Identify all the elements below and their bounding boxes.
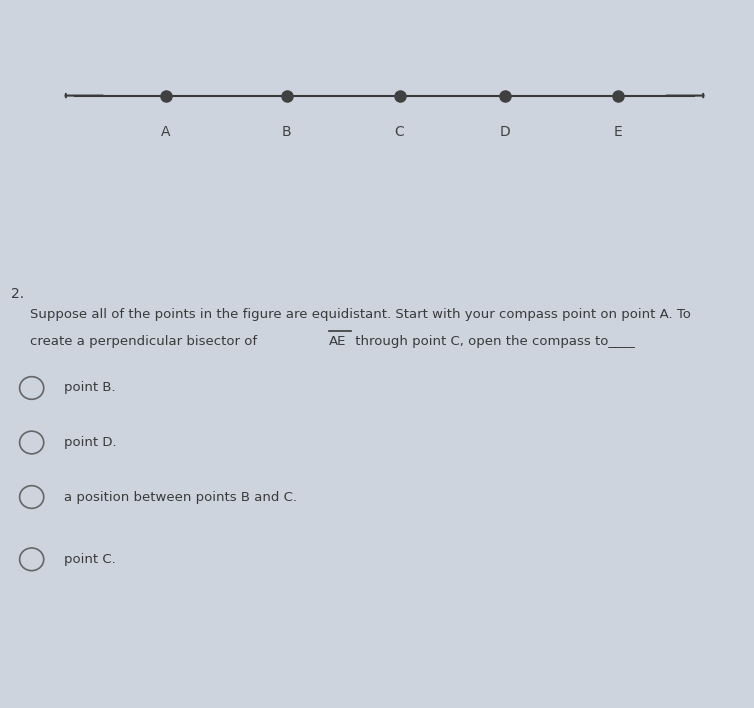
Text: create a perpendicular bisector of: create a perpendicular bisector of: [30, 335, 262, 348]
Text: Suppose all of the points in the figure are equidistant. Start with your compass: Suppose all of the points in the figure …: [30, 308, 691, 321]
Text: point D.: point D.: [64, 436, 117, 449]
Text: A: A: [161, 125, 170, 139]
Text: through point C, open the compass to____: through point C, open the compass to____: [351, 335, 635, 348]
Text: D: D: [500, 125, 510, 139]
Text: E: E: [614, 125, 623, 139]
Text: point C.: point C.: [64, 553, 116, 566]
Text: C: C: [395, 125, 404, 139]
Text: 2.: 2.: [11, 287, 24, 301]
Text: point B.: point B.: [64, 382, 115, 394]
Text: a position between points B and C.: a position between points B and C.: [64, 491, 297, 503]
Text: AE: AE: [329, 335, 346, 348]
Text: B: B: [282, 125, 291, 139]
